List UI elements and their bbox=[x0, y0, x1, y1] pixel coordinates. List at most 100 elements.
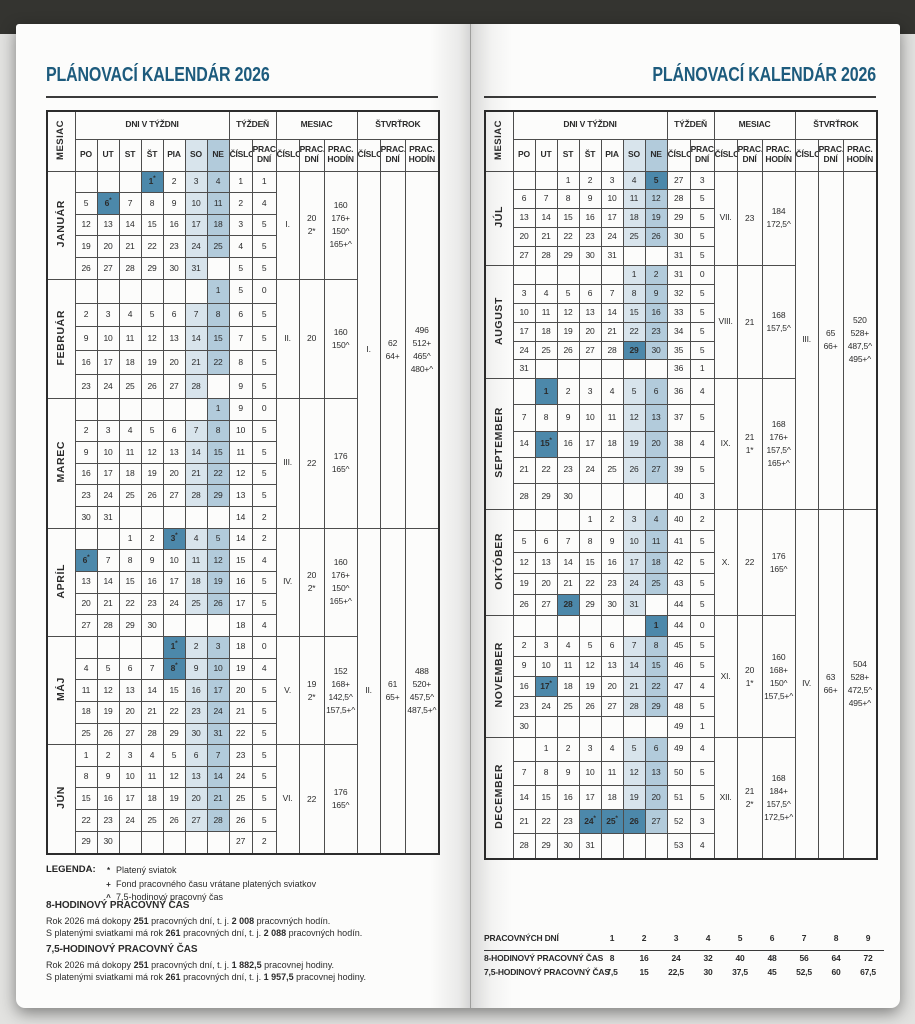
week-row: 9 10 11 12 13 14 15 46 5 bbox=[485, 655, 877, 677]
month-workdays-cell: 20 bbox=[298, 278, 325, 399]
week-workdays-cell: 5 bbox=[251, 700, 277, 724]
day-cell: 24 bbox=[600, 227, 624, 248]
work-time-text: pracovných hodín. bbox=[254, 916, 331, 926]
day-cell: 13 bbox=[644, 404, 668, 432]
day-cell: 9 bbox=[74, 441, 98, 464]
quarter-workdays-line: 61 bbox=[388, 678, 398, 689]
day-cell: 18 bbox=[600, 430, 624, 458]
month-hours-line: 165+^ bbox=[329, 239, 352, 250]
hours-value: 32 bbox=[703, 953, 713, 963]
month-hours-line: 184 bbox=[771, 206, 786, 217]
month-hours-line: 157,5^ bbox=[766, 798, 791, 809]
day-cell: 17 bbox=[184, 213, 208, 237]
day-cell bbox=[622, 359, 646, 380]
week-number-cell: 14 bbox=[228, 527, 253, 551]
day-cell: 20 bbox=[512, 227, 536, 248]
week-workdays-cell: 5 bbox=[251, 787, 277, 811]
day-cell: 9 bbox=[140, 549, 164, 573]
week-row: 27 28 29 30 18 4 bbox=[47, 614, 439, 637]
month-hours-line: 184+ bbox=[769, 785, 788, 796]
day-cell bbox=[96, 635, 120, 659]
day-cell: 18 bbox=[622, 208, 646, 229]
day-cell: 16 bbox=[644, 302, 668, 323]
week-number-cell: 40 bbox=[666, 482, 691, 511]
day-cell: 1 bbox=[74, 744, 98, 767]
day-cell: 8 bbox=[622, 283, 646, 304]
month-hours-line: 176+ bbox=[769, 432, 788, 443]
week-number-cell: 7 bbox=[228, 326, 253, 352]
day-cell: 4 bbox=[644, 509, 668, 532]
day-cell: 23 bbox=[140, 592, 164, 616]
week-workdays-cell: 5 bbox=[689, 784, 715, 810]
week-row: 27 28 29 30 31 31 5 bbox=[485, 246, 877, 266]
day-cell: 13 bbox=[578, 302, 602, 323]
month-hours-line: 165+^ bbox=[329, 596, 352, 607]
day-cell bbox=[140, 278, 164, 304]
month-workdays-line: 2* bbox=[745, 798, 754, 809]
day-cell bbox=[512, 378, 536, 406]
week-workdays-cell: 4 bbox=[689, 378, 715, 406]
week-row: 23 24 25 26 27 28 29 48 5 bbox=[485, 696, 877, 718]
quarter-workdays-line: 65+ bbox=[385, 691, 400, 702]
day-cell: 24 bbox=[622, 572, 646, 596]
day-cell: 8 bbox=[534, 760, 558, 786]
week-workdays-cell: 2 bbox=[251, 830, 277, 855]
legend-symbol: * bbox=[106, 866, 111, 875]
day-cell: 28 bbox=[534, 246, 558, 266]
legend-label: LEGENDA: bbox=[46, 864, 96, 875]
week-number-cell: 49 bbox=[666, 716, 691, 738]
week-row: 13 14 15 16 17 18 19 29 5 bbox=[485, 208, 877, 229]
day-cell: 22 bbox=[556, 227, 580, 248]
day-cell bbox=[556, 509, 580, 532]
quarter-hours-line: 488 bbox=[415, 665, 429, 676]
day-cell: 5 bbox=[622, 736, 646, 762]
day-cell: 5 bbox=[140, 419, 164, 443]
header-day-so: SO bbox=[184, 138, 208, 172]
header-day-po: PO bbox=[74, 138, 98, 172]
paid-holiday-asterisk: * bbox=[549, 679, 552, 687]
hours-value: 30 bbox=[703, 967, 713, 977]
day-cell: 9 bbox=[512, 655, 536, 677]
day-cell: 25 bbox=[74, 722, 98, 746]
header-day-st: ST bbox=[118, 138, 142, 172]
day-cell: 9 bbox=[556, 760, 580, 786]
month-label: NOVEMBER bbox=[484, 615, 514, 738]
day-cell: 17 bbox=[206, 679, 230, 702]
week-row: 26 27 28 29 30 31 44 5 bbox=[485, 594, 877, 617]
day-cell: 24 bbox=[578, 456, 602, 484]
day-cell: 14 bbox=[140, 679, 164, 702]
month-hours-line: 152 bbox=[333, 665, 348, 676]
hours-row: 7,5-HODINOVÝ PRACOVNÝ ČAS 7,5 15 22,5 30 37,5… bbox=[484, 965, 884, 979]
work-time-line: S platenými sviatkami má rok 261 pracovn… bbox=[46, 971, 446, 983]
work-time-bold-value: 251 bbox=[133, 916, 149, 926]
week-row: 11 12 13 14 15 16 17 20 5 bbox=[47, 679, 439, 702]
day-cell: 21 bbox=[622, 675, 646, 698]
week-number-cell: 2 bbox=[228, 192, 253, 215]
week-number-cell: 3 bbox=[228, 213, 253, 237]
work-time-text: pracovných dní, t. j. bbox=[148, 960, 232, 970]
day-cell bbox=[118, 170, 142, 194]
week-row: 16 17* 18 19 20 21 22 47 4 bbox=[485, 675, 877, 698]
month-hours-line: 168 bbox=[771, 419, 786, 430]
header-month-prac-dni: PRAC. DNÍ bbox=[736, 138, 763, 172]
week-row: NOVEMBER 1 44 0 XI. 20 1* 160 168+ 150^ 157,5+^ bbox=[484, 615, 877, 738]
day-cell: 18 bbox=[184, 571, 208, 594]
day-cell: 12 bbox=[74, 213, 98, 237]
day-cell: 22 bbox=[140, 235, 164, 259]
day-cell: 2 bbox=[184, 635, 208, 659]
week-workdays-cell: 5 bbox=[251, 235, 277, 259]
month-number-cell: V. bbox=[275, 635, 300, 746]
day-cell: 5 bbox=[206, 527, 230, 551]
day-cell: 23 bbox=[74, 484, 98, 508]
day-cell bbox=[140, 397, 164, 421]
day-cell: 22 bbox=[622, 321, 646, 342]
day-cell: 21 bbox=[556, 572, 580, 596]
hours-value: 64 bbox=[831, 953, 841, 963]
week-number-cell: 10 bbox=[228, 419, 253, 443]
day-cell: 22 bbox=[206, 350, 230, 376]
day-cell: 7 bbox=[600, 283, 624, 304]
header-dni-v-tyzdni: DNI V TÝŽDNI bbox=[512, 110, 668, 140]
week-number-cell: 29 bbox=[666, 208, 691, 229]
calendar-table-right: MESIAC DNI V TÝŽDNI TÝŽDEŇ MESIAC ŠTVRŤROK PO… bbox=[484, 110, 879, 860]
week-row: 19 20 21 22 23 24 25 43 5 bbox=[485, 572, 877, 596]
